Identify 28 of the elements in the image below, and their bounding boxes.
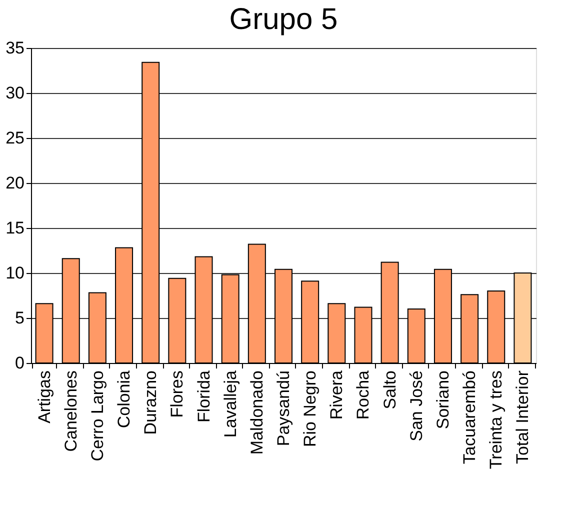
x-tick-label: Salto xyxy=(380,370,400,410)
x-tick-label: Flores xyxy=(168,370,187,418)
y-tick-label: 30 xyxy=(6,84,24,102)
y-tick-label: 0 xyxy=(15,354,24,372)
y-tick-label: 15 xyxy=(6,218,24,238)
x-tick-label: Tacuarembó xyxy=(460,370,480,464)
y-tick-label: 25 xyxy=(6,128,24,148)
x-tick-label: Total Interior xyxy=(513,370,532,464)
chart-title: Grupo 5 xyxy=(229,3,338,36)
x-tick-label: Florida xyxy=(194,370,214,422)
y-tick-label: 10 xyxy=(6,264,24,282)
x-tick-label: Cerro Largo xyxy=(88,370,107,462)
x-tick-label: Rio Negro xyxy=(300,370,320,448)
x-tick-label: Canelones xyxy=(61,370,80,452)
x-tick-label: Maldonado xyxy=(247,370,266,455)
x-tick-label: San José xyxy=(406,370,426,442)
x-tick-label: Soriano xyxy=(433,370,452,430)
y-tick-label: 35 xyxy=(6,38,24,58)
x-tick-label: Treinta y tres xyxy=(486,370,506,470)
y-tick-label: 5 xyxy=(15,308,24,328)
x-tick-label: Artigas xyxy=(34,370,54,424)
x-tick-label: Rocha xyxy=(354,370,373,420)
x-tick-label: Colonia xyxy=(114,370,134,428)
x-tick-label: Durazno xyxy=(141,370,160,435)
x-tick-label: Rivera xyxy=(327,370,346,420)
x-tick-label: Paysandú xyxy=(274,370,293,446)
y-tick-label: 20 xyxy=(6,174,24,192)
x-tick-label: Lavalleja xyxy=(220,370,240,438)
